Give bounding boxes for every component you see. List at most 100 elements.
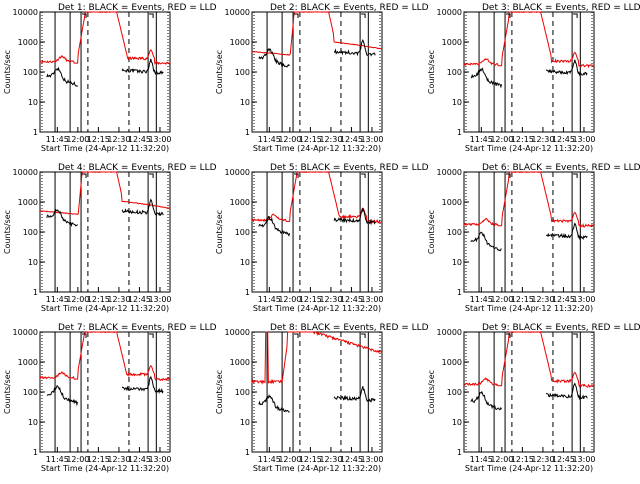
y-axis-label: Counts/sec [3,370,12,414]
y-tick-label: 1000 [442,358,462,367]
flag-marker [506,13,511,18]
events-series-line [258,39,376,68]
x-tick-label: 12:30 [319,135,342,144]
panel-title: Det 1: BLACK = Events, RED = LLD [58,3,217,13]
x-tick-label: 13:00 [148,455,171,464]
flag-marker [361,13,366,18]
x-axis-label: Start Time (24-Apr-12 11:32:20) [41,304,169,313]
panel-title: Det 9: BLACK = Events, RED = LLD [482,323,640,333]
y-tick-label: 10000 [437,8,462,17]
x-axis-label: Start Time (24-Apr-12 11:32:20) [465,464,593,473]
x-tick-label: 12:45 [128,135,151,144]
x-tick-label: 12:00 [66,455,89,464]
y-tick-label: 1 [245,128,250,137]
x-tick-label: 12:00 [278,135,301,144]
x-tick-label: 12:45 [340,295,363,304]
flag-marker [82,333,87,338]
panel-5: Det 5: BLACK = Events, RED = LLD 1 10 100 10… [215,163,429,313]
plot-frame [251,171,383,293]
x-axis-label: Start Time (24-Apr-12 11:32:20) [41,464,169,473]
y-tick-label: 1000 [18,358,38,367]
lld-series-line [463,171,595,229]
x-tick-label: 12:30 [531,455,554,464]
y-tick-label: 10 [240,418,250,427]
flag-marker [149,13,154,18]
y-axis-label: Counts/sec [215,210,224,254]
y-tick-label: 10 [28,418,38,427]
y-tick-label: 1000 [442,198,462,207]
y-tick-label: 1000 [18,198,38,207]
x-tick-label: 12:00 [66,135,89,144]
panel-4: Det 4: BLACK = Events, RED = LLD 1 10 100 10… [3,163,217,313]
y-tick-label: 1 [245,448,250,457]
panel-2: Det 2: BLACK = Events, RED = LLD 1 10 100 10… [215,3,429,153]
flag-marker [506,333,511,338]
x-tick-label: 11:45 [258,295,281,304]
panel-title: Det 8: BLACK = Events, RED = LLD [270,323,429,333]
plot-frame [39,11,171,133]
x-tick-label: 11:45 [470,455,493,464]
plot-frame [39,171,171,293]
x-tick-label: 13:00 [572,135,595,144]
y-tick-label: 10000 [225,328,250,337]
x-tick-label: 12:00 [490,295,513,304]
x-tick-label: 12:00 [490,455,513,464]
x-axis-label: Start Time (24-Apr-12 11:32:20) [253,144,381,153]
plot-frame [463,331,595,453]
y-axis-label: Counts/sec [3,210,12,254]
events-series-line [258,208,376,237]
y-tick-label: 10 [240,98,250,107]
y-tick-label: 1 [245,288,250,297]
y-tick-label: 10 [240,258,250,267]
y-tick-label: 10 [452,98,462,107]
lld-series-line [39,331,171,382]
x-tick-label: 12:15 [299,455,322,464]
x-tick-label: 12:30 [531,295,554,304]
panel-title: Det 4: BLACK = Events, RED = LLD [58,163,217,173]
y-axis-label: Counts/sec [215,50,224,94]
x-tick-label: 12:45 [128,455,151,464]
lld-series-line [251,11,383,56]
y-tick-label: 1000 [18,38,38,47]
lld-series-line [463,11,595,69]
x-tick-label: 12:45 [128,295,151,304]
flag-marker [573,173,578,178]
x-tick-label: 12:00 [278,295,301,304]
plot-frame [251,11,383,133]
y-tick-label: 1 [33,288,38,297]
y-tick-label: 10 [452,418,462,427]
x-tick-label: 12:45 [552,295,575,304]
y-tick-label: 10000 [225,8,250,17]
y-tick-label: 10000 [437,168,462,177]
flag-marker [294,173,299,178]
panel-title: Det 2: BLACK = Events, RED = LLD [270,3,429,13]
x-tick-label: 12:15 [511,135,534,144]
x-tick-label: 12:15 [87,295,110,304]
lld-series-line [39,11,171,66]
y-tick-label: 100 [235,228,250,237]
x-tick-label: 13:00 [148,135,171,144]
x-tick-label: 12:30 [531,135,554,144]
y-tick-label: 1000 [442,38,462,47]
panel-title: Det 6: BLACK = Events, RED = LLD [482,163,640,173]
lld-series-line [251,171,383,224]
x-axis-label: Start Time (24-Apr-12 11:32:20) [41,144,169,153]
x-axis-label: Start Time (24-Apr-12 11:32:20) [253,304,381,313]
y-tick-label: 10 [28,258,38,267]
events-series-line [46,375,164,407]
x-tick-label: 12:15 [511,455,534,464]
y-tick-label: 10000 [13,8,38,17]
y-axis-label: Counts/sec [3,50,12,94]
y-axis-label: Counts/sec [427,50,436,94]
panel-7: Det 7: BLACK = Events, RED = LLD 1 10 100 10… [3,323,217,473]
panel-title: Det 3: BLACK = Events, RED = LLD [482,3,640,13]
x-tick-label: 12:00 [490,135,513,144]
flag-marker [294,13,299,18]
x-tick-label: 11:45 [470,295,493,304]
plot-frame [463,171,595,293]
x-tick-label: 13:00 [360,455,383,464]
flag-marker [573,333,578,338]
y-tick-label: 10000 [13,168,38,177]
